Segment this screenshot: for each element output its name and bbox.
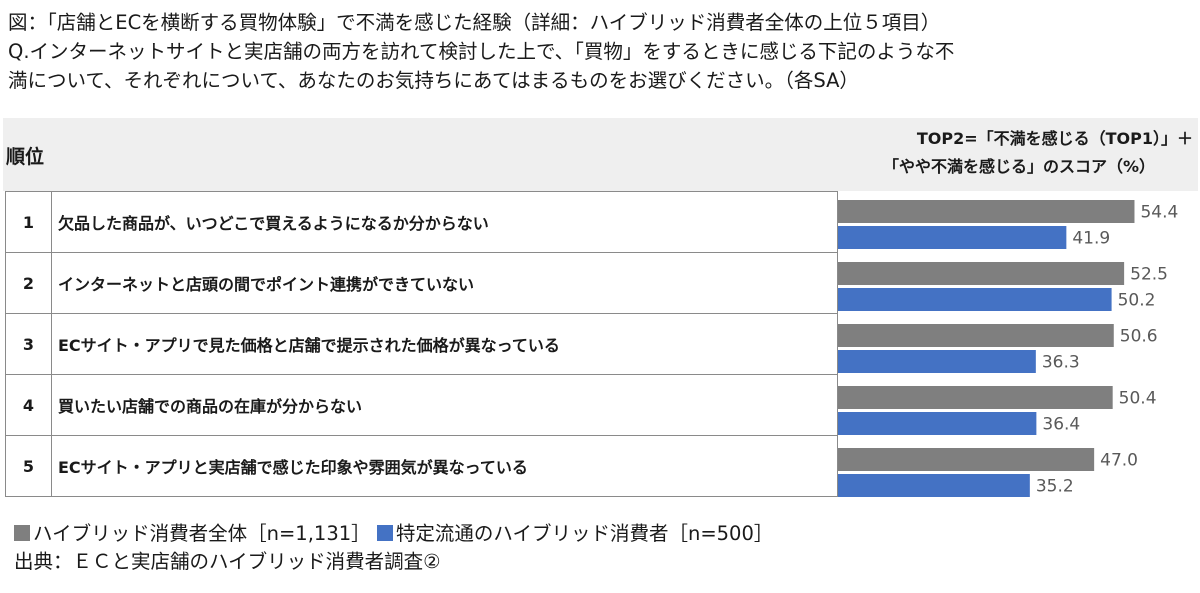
question-text-line1: Q.インターネットサイトと実店舗の両方を訪れて検討した上で、「買物」をするときに… bbox=[8, 40, 955, 63]
value-label-all-5: 47.0 bbox=[1100, 451, 1138, 471]
table-header-band bbox=[3, 118, 1198, 191]
footer: ハイブリッド消費者全体［n=1,131］ 特定流通のハイブリッド消費者［n=50… bbox=[14, 520, 773, 576]
table-row: 2 インターネットと店頭の間でポイント連携ができていない bbox=[5, 253, 838, 314]
item-cell: ECサイト・アプリで見た価格と店舗で提示された価格が異なっている bbox=[58, 336, 560, 355]
bar-chart: 54.4 41.9 52.5 50.2 50.6 36.3 50.4 36.4 47.0 35.2 bbox=[838, 200, 1178, 497]
bar-specific-5 bbox=[838, 474, 1030, 497]
rank-cell: 2 bbox=[6, 253, 52, 313]
bar-all-2 bbox=[838, 262, 1125, 285]
value-label-all-3: 50.6 bbox=[1120, 327, 1158, 347]
bar-all-5 bbox=[838, 448, 1095, 471]
legend-item-all: ハイブリッド消費者全体［n=1,131］ bbox=[14, 522, 371, 545]
source-note: 出典：ＥＣと実店舗のハイブリッド消費者調査② bbox=[14, 550, 441, 573]
bar-all-4 bbox=[838, 386, 1113, 409]
header: 図：「店舗とECを横断する買物体験」で不満を感じた経験（詳細：ハイブリッド消費者… bbox=[8, 8, 1193, 95]
score-header-line1: TOP2=「不満を感じる（TOP1）」＋ bbox=[916, 129, 1193, 148]
rank-column-header: 順位 bbox=[6, 146, 45, 168]
question-text-line2: 満について、それぞれについて、あなたのお気持ちにあてはまるものをお選びください。… bbox=[8, 69, 859, 92]
rank-cell: 3 bbox=[6, 314, 52, 374]
table-row: 1 欠品した商品が、いつどこで買えるようになるか分からない bbox=[5, 192, 838, 253]
score-column-header: TOP2=「不満を感じる（TOP1）」＋ 「やや不満を感じる」のスコア（%） bbox=[838, 125, 1193, 181]
rank-cell: 5 bbox=[6, 436, 52, 496]
legend-swatch-blue bbox=[376, 525, 393, 541]
bar-all-1 bbox=[838, 200, 1135, 223]
value-label-specific-2: 50.2 bbox=[1118, 291, 1156, 311]
value-label-all-4: 50.4 bbox=[1119, 389, 1157, 409]
item-cell: 買いたい店舗での商品の在庫が分からない bbox=[58, 397, 363, 416]
legend: ハイブリッド消費者全体［n=1,131］ 特定流通のハイブリッド消費者［n=50… bbox=[14, 520, 773, 548]
bar-all-3 bbox=[838, 324, 1114, 347]
legend-label-all: ハイブリッド消費者全体［n=1,131］ bbox=[33, 522, 371, 545]
item-cell: インターネットと店頭の間でポイント連携ができていない bbox=[58, 275, 475, 294]
ranking-table: 1 欠品した商品が、いつどこで買えるようになるか分からない 2 インターネットと… bbox=[5, 191, 838, 497]
bar-specific-1 bbox=[838, 226, 1067, 249]
item-cell: 欠品した商品が、いつどこで買えるようになるか分からない bbox=[58, 214, 489, 233]
table-row: 3 ECサイト・アプリで見た価格と店舗で提示された価格が異なっている bbox=[5, 314, 838, 375]
item-cell: ECサイト・アプリと実店舗で感じた印象や雰囲気が異なっている bbox=[58, 458, 528, 477]
value-label-all-2: 52.5 bbox=[1130, 265, 1168, 285]
score-header-line2: 「やや不満を感じる」のスコア（%） bbox=[882, 157, 1155, 176]
value-label-specific-5: 35.2 bbox=[1036, 477, 1074, 497]
rank-cell: 4 bbox=[6, 375, 52, 435]
legend-label-specific: 特定流通のハイブリッド消費者［n=500］ bbox=[395, 522, 774, 545]
table-row: 4 買いたい店舗での商品の在庫が分からない bbox=[5, 375, 838, 436]
bar-specific-3 bbox=[838, 350, 1036, 373]
legend-swatch-grey bbox=[14, 525, 30, 541]
value-label-all-1: 54.4 bbox=[1140, 203, 1178, 223]
value-label-specific-1: 41.9 bbox=[1072, 229, 1110, 249]
legend-item-specific: 特定流通のハイブリッド消費者［n=500］ bbox=[376, 522, 774, 545]
value-label-specific-3: 36.3 bbox=[1042, 353, 1080, 373]
bar-specific-4 bbox=[838, 412, 1037, 435]
rank-cell: 1 bbox=[6, 192, 52, 252]
bar-specific-2 bbox=[838, 288, 1112, 311]
value-label-specific-4: 36.4 bbox=[1042, 415, 1080, 435]
table-row: 5 ECサイト・アプリと実店舗で感じた印象や雰囲気が異なっている bbox=[5, 436, 838, 497]
figure-title: 図：「店舗とECを横断する買物体験」で不満を感じた経験（詳細：ハイブリッド消費者… bbox=[8, 11, 941, 34]
